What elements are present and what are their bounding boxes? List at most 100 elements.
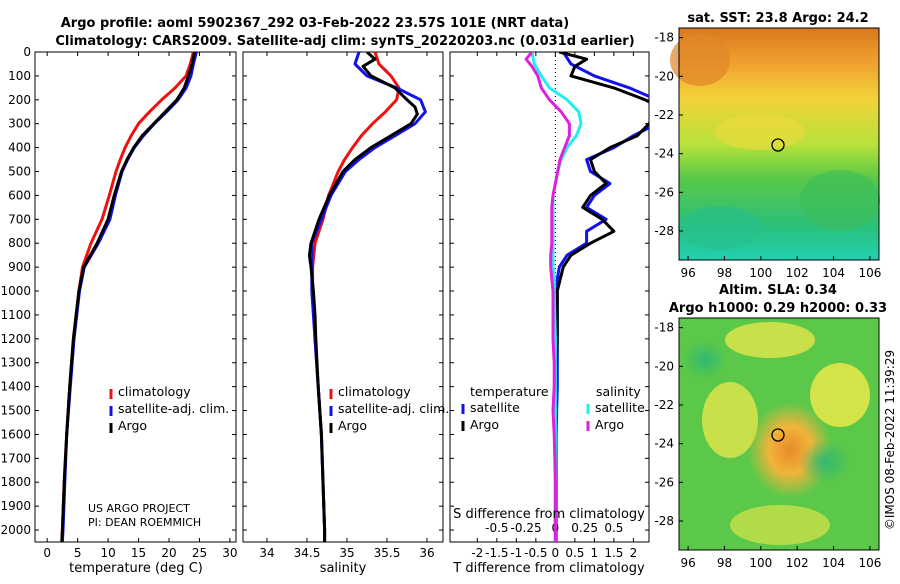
legend-header-salinity: salinity [596, 384, 641, 399]
y-tick-label: 2000 [0, 523, 31, 537]
y-tick-label: 500 [8, 165, 31, 179]
y-tick-label: 1500 [0, 404, 31, 418]
series-salinity-argo [524, 52, 571, 542]
salinity-ticks: 34 34.5 35 35.5 36 [243, 51, 443, 560]
sla-patch-west [702, 382, 758, 458]
temperature-axes [34, 51, 237, 543]
y-tick-label: 1600 [0, 427, 31, 441]
series-argo [307, 52, 419, 542]
map-y-tick-label: -26 [654, 185, 674, 199]
sst-map-patches [670, 34, 880, 250]
sst-map-title: sat. SST: 23.8 Argo: 24.2 [687, 11, 868, 26]
map-y-tick-label: -22 [654, 108, 674, 122]
sla-map-ticks: 96 98 100 102 104 106 -18 -20 -22 -24 -26 -28 [654, 321, 881, 570]
difference-ticks: -2 -1.5 -1 -0.5 0 0.5 1 1.5 2-0.5 -0.25 0 0.25 0.5 [450, 51, 649, 560]
sla-patch-north [725, 322, 815, 358]
map-x-tick-label: 102 [786, 556, 809, 570]
y-tick-label: 1300 [0, 356, 31, 370]
map-x-tick-label: 102 [786, 266, 809, 280]
y-tick-label: 1900 [0, 499, 31, 513]
temperature-xlabel: temperature (deg C) [69, 561, 203, 576]
difference-panel: -2 -1.5 -1 -0.5 0 0.5 1 1.5 2-0.5 -0.25 0 0.25 0.5 T… [449, 51, 650, 576]
map-y-tick-label: -24 [654, 437, 674, 451]
difference-xlabel: T difference from climatology [452, 561, 645, 576]
difference-legend-salinity: salinity satellite Argo [586, 384, 645, 432]
y-tick-label: 1800 [0, 475, 31, 489]
legend-label-temp-satellite: satellite [470, 400, 520, 415]
x-tick-label: 1 [591, 546, 599, 560]
legend-label-sal-satellite: satellite [595, 400, 645, 415]
map-x-tick-label: 106 [858, 266, 881, 280]
x-tick-label: 30 [222, 546, 237, 560]
temperature-ticks: 0100200300400500600700800900100011001200… [0, 45, 237, 560]
y-tick-label: 100 [8, 69, 31, 83]
difference-series [524, 52, 649, 542]
salinity-legend: climatology satellite-adj. clim. Argo [329, 384, 449, 433]
sst-argo-marker [771, 138, 785, 152]
x-tick-label: 35 [339, 546, 354, 560]
map-y-tick-label: -18 [654, 31, 674, 45]
y-tick-label: 300 [8, 117, 31, 131]
map-y-tick-label: -26 [654, 475, 674, 489]
map-x-tick-label: 98 [717, 556, 732, 570]
map-y-tick-label: -28 [654, 224, 674, 238]
legend-label-satellite: satellite-adj. clim. [118, 401, 229, 416]
sla-map-frame [678, 317, 880, 551]
sst-map-ticks: 96 98 100 102 104 106 -18 -20 -22 -24 -26 -28 [654, 31, 881, 280]
sst-cold-patch [678, 206, 762, 250]
x-tick-label: 34 [259, 546, 274, 560]
map-y-tick-label: -20 [654, 69, 674, 83]
x-tick-label: 20 [161, 546, 176, 560]
x-tick-label: 1.5 [604, 546, 623, 560]
sla-map-title-line1: Altim. SLA: 0.34 [719, 283, 837, 298]
x-tick-label: 0 [552, 546, 560, 560]
map-y-tick-label: -28 [654, 514, 674, 528]
x-tick-label: 2 [630, 546, 638, 560]
temperature-series [60, 52, 198, 542]
sla-patch-east [810, 363, 870, 427]
map-x-tick-label: 104 [822, 556, 845, 570]
y-tick-label: 1100 [0, 308, 31, 322]
x-tick-label: -1.5 [485, 546, 508, 560]
y-tick-label: 200 [8, 93, 31, 107]
map-y-tick-label: -20 [654, 359, 674, 373]
sla-argo-marker [771, 428, 785, 442]
top-tick-label: 0.5 [604, 521, 623, 535]
top-tick-label: 0.25 [571, 521, 598, 535]
x-tick-label: -0.5 [524, 546, 547, 560]
temperature-legend: climatology satellite-adj. clim. Argo [109, 384, 229, 433]
top-tick-label: -0.25 [511, 521, 542, 535]
difference-legend-temperature: temperature satellite Argo [461, 384, 549, 432]
x-tick-label: -1 [510, 546, 522, 560]
y-tick-label: 0 [23, 45, 31, 59]
top-tick-label: -0.5 [485, 521, 508, 535]
legend-label-argo: Argo [338, 418, 367, 433]
y-tick-label: 400 [8, 141, 31, 155]
legend-header-temperature: temperature [470, 384, 549, 399]
y-tick-label: 1200 [0, 332, 31, 346]
legend-label-climatology: climatology [338, 384, 411, 399]
sst-mid-patch [715, 114, 805, 150]
difference-top-xlabel: S difference from climatology [453, 507, 645, 522]
salinity-xlabel: salinity [320, 561, 367, 576]
map-y-tick-label: -18 [654, 321, 674, 335]
salinity-panel: 34 34.5 35 35.5 36 salinity climatology sate… [242, 51, 449, 576]
map-y-tick-label: -22 [654, 398, 674, 412]
x-tick-label: 0.5 [565, 546, 584, 560]
sst-warm-patch [670, 34, 730, 86]
y-tick-label: 800 [8, 236, 31, 250]
sst-cool-patch [800, 170, 880, 230]
x-tick-label: 25 [192, 546, 207, 560]
legend-label-satellite: satellite-adj. clim. [338, 401, 449, 416]
map-x-tick-label: 100 [749, 556, 772, 570]
map-y-tick-label: -24 [654, 147, 674, 161]
series-argo [60, 52, 197, 542]
salinity-series [307, 52, 427, 542]
map-x-tick-label: 104 [822, 266, 845, 280]
legend-label-argo: Argo [118, 418, 147, 433]
salinity-axes [242, 51, 444, 543]
y-tick-label: 600 [8, 188, 31, 202]
x-tick-label: 0 [43, 546, 51, 560]
x-tick-label: 34.5 [294, 546, 321, 560]
x-tick-label: 10 [100, 546, 115, 560]
